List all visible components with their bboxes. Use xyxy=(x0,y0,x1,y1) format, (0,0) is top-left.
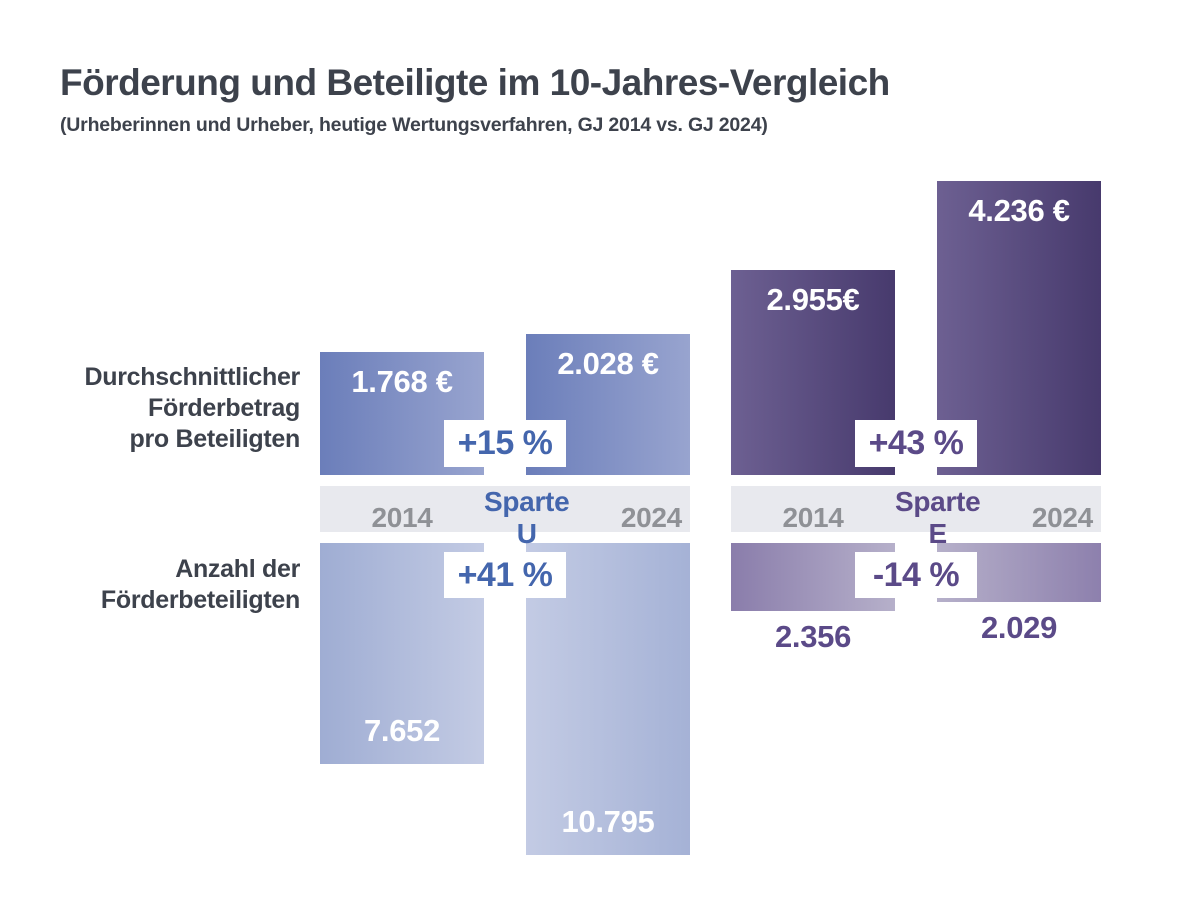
page-title: Förderung und Beteiligte im 10-Jahres-Ve… xyxy=(60,62,890,103)
bar-value-u-2014-amount: 1.768 € xyxy=(351,364,453,399)
group-sparte-e: 2.955€ 4.236 € +43 % 2014 Sparte E 2024 … xyxy=(731,0,1101,900)
bar-value-e-2024-amount: 4.236 € xyxy=(968,193,1070,228)
row-label-participant-count: Anzahl der Förderbeteiligten xyxy=(100,555,300,614)
change-badge-e-amount: +43 % xyxy=(855,420,977,467)
change-badge-e-count: -14 % xyxy=(855,552,977,598)
bar-value-e-2014-amount: 2.955€ xyxy=(766,282,860,317)
change-badge-e-count-label: -14 % xyxy=(872,555,960,594)
band-u-year-2014: 2014 xyxy=(371,502,433,533)
bar-value-u-2024-amount: 2.028 € xyxy=(557,346,659,381)
band-e-year-2024: 2024 xyxy=(1031,502,1093,533)
bar-u-2024-amount: 2.028 € xyxy=(526,334,690,475)
bar-value-u-2024-count: 10.795 xyxy=(561,804,655,839)
band-sparte-e: 2014 Sparte E 2024 xyxy=(731,486,1101,549)
row-label-avg-funding: Durchschnittlicher Förderbetrag pro Bete… xyxy=(84,363,301,453)
page-subtitle: (Urheberinnen und Urheber, heutige Wertu… xyxy=(60,114,768,136)
change-badge-u-count-label: +41 % xyxy=(457,555,553,594)
group-sparte-u: 1.768 € 2.028 € +15 % 2014 Sparte U 2024… xyxy=(320,0,690,900)
bar-value-u-2014-count: 7.652 xyxy=(363,713,441,748)
count-label-e-2024: 2.029 xyxy=(980,610,1058,645)
change-badge-u-count: +41 % xyxy=(444,552,566,598)
band-e-year-2014: 2014 xyxy=(782,502,844,533)
count-label-e-2014: 2.356 xyxy=(774,619,852,654)
change-badge-u-amount-label: +15 % xyxy=(457,424,553,462)
band-sparte-u: 2014 Sparte U 2024 xyxy=(320,486,690,549)
band-u-sparte-label: Sparte U xyxy=(484,486,570,549)
band-e-sparte-label: Sparte E xyxy=(895,486,981,549)
bar-u-2014-amount: 1.768 € xyxy=(320,352,484,475)
band-u-year-2024: 2024 xyxy=(620,502,682,533)
change-badge-u-amount: +15 % xyxy=(444,420,566,467)
change-badge-e-amount-label: +43 % xyxy=(868,424,964,462)
